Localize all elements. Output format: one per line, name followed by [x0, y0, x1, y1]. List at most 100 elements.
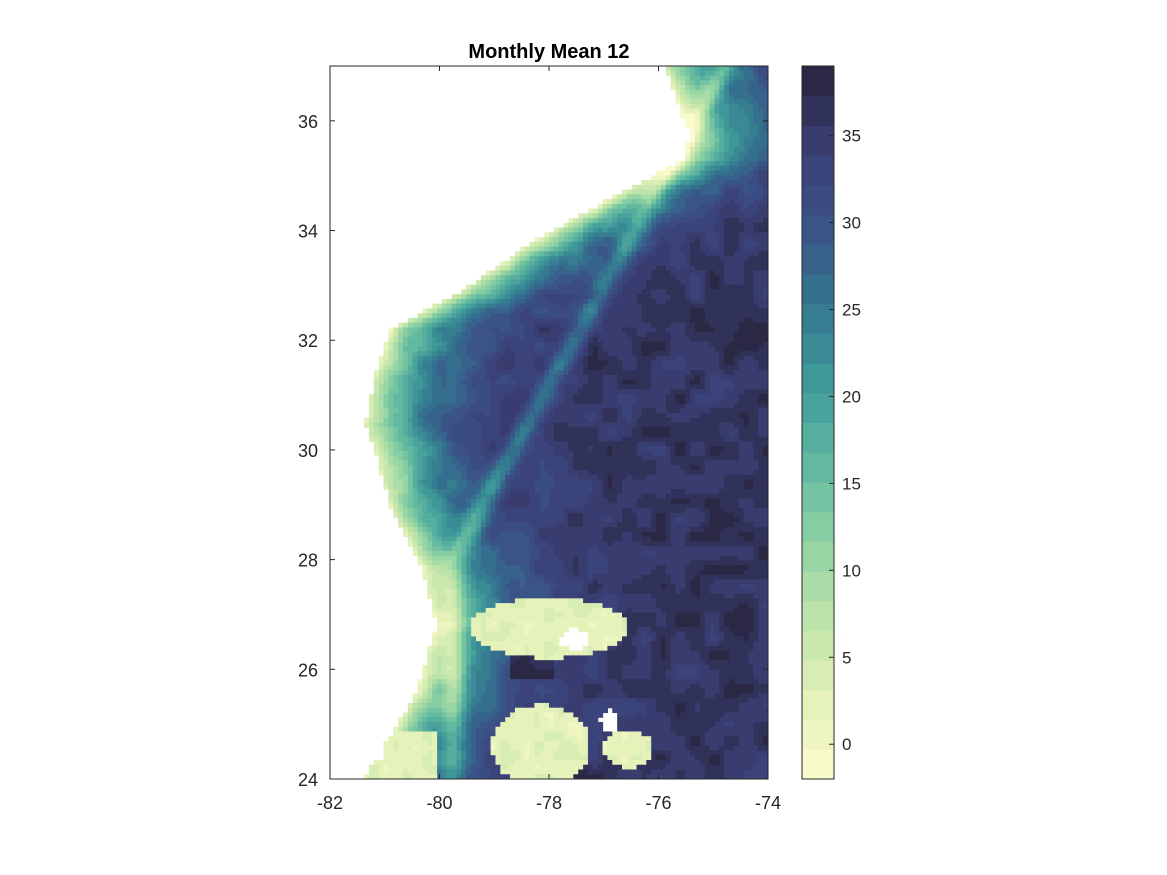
heatmap-cell [412, 441, 419, 447]
heatmap-cell [451, 341, 458, 348]
heatmap-cell [651, 270, 657, 276]
heatmap-cell [485, 484, 492, 490]
heatmap-cell [626, 455, 633, 462]
heatmap-cell [451, 498, 458, 504]
heatmap-cell [695, 355, 701, 362]
heatmap-cell [378, 379, 385, 386]
heatmap-cell [534, 346, 540, 352]
heatmap-cell [529, 493, 535, 500]
heatmap-cell [587, 346, 594, 352]
heatmap-cell [660, 256, 667, 262]
heatmap-cell [466, 417, 472, 424]
heatmap-cell [704, 355, 711, 362]
heatmap-cell [553, 465, 560, 471]
heatmap-cell [617, 384, 623, 390]
heatmap-cell [461, 313, 467, 319]
heatmap-cell [558, 479, 565, 485]
heatmap-cell [524, 484, 531, 490]
heatmap-cell [558, 365, 565, 371]
heatmap-cell [407, 317, 414, 324]
heatmap-cell [724, 298, 730, 305]
heatmap-cell [670, 432, 677, 438]
heatmap-cell [446, 427, 453, 433]
heatmap-cell [578, 493, 584, 500]
heatmap-cell [656, 208, 662, 214]
heatmap-cell [427, 412, 433, 419]
heatmap-cell [441, 336, 448, 343]
heatmap-cell [729, 484, 735, 490]
heatmap-cell [738, 213, 745, 219]
heatmap-cell [626, 222, 633, 229]
heatmap-cell [685, 246, 691, 252]
heatmap-cell [578, 403, 584, 409]
heatmap-cell [592, 412, 599, 419]
heatmap-cell [437, 346, 443, 352]
heatmap-cell [568, 374, 574, 381]
heatmap-cell [763, 246, 768, 252]
heatmap-cell [738, 336, 745, 343]
heatmap-cell [485, 360, 492, 367]
heatmap-cell [602, 455, 608, 462]
heatmap-cell [699, 412, 706, 419]
heatmap-cell [680, 256, 686, 262]
heatmap-cell [690, 184, 696, 191]
heatmap-cell [602, 265, 608, 271]
heatmap-cell [763, 308, 768, 314]
heatmap-cell [378, 360, 385, 367]
heatmap-cell [758, 303, 764, 310]
heatmap-cell [699, 289, 706, 295]
heatmap-cell [485, 317, 492, 324]
heatmap-cell [680, 465, 686, 471]
heatmap-cell [539, 270, 545, 276]
heatmap-cell [641, 417, 647, 424]
heatmap-cell [549, 403, 555, 409]
heatmap-cell [587, 479, 594, 485]
heatmap-cell [544, 289, 550, 295]
heatmap-cell [675, 408, 681, 414]
heatmap-cell [388, 455, 394, 462]
heatmap-cell [587, 213, 594, 219]
heatmap-cell [500, 417, 506, 424]
heatmap-cell [412, 493, 419, 500]
heatmap-cell [514, 417, 521, 424]
heatmap-cell [539, 246, 545, 252]
heatmap-cell [646, 465, 652, 471]
heatmap-cell [753, 213, 759, 219]
heatmap-cell [656, 427, 662, 433]
heatmap-cell [510, 384, 516, 390]
heatmap-cell [563, 232, 570, 238]
heatmap-cell [558, 332, 565, 338]
heatmap-cell [758, 484, 764, 490]
heatmap-cell [573, 451, 579, 457]
heatmap-cell [480, 346, 487, 352]
heatmap-cell [724, 170, 730, 176]
heatmap-cell [724, 451, 730, 457]
heatmap-cell [587, 393, 594, 400]
heatmap-cell [602, 322, 608, 329]
heatmap-cell [704, 137, 711, 143]
heatmap-cell [738, 460, 745, 466]
heatmap-cell [558, 412, 565, 419]
heatmap-cell [651, 199, 657, 205]
heatmap-cell [748, 189, 754, 195]
heatmap-cell [514, 341, 521, 348]
heatmap-cell [612, 465, 618, 471]
heatmap-cell [558, 484, 565, 490]
heatmap-cell [480, 417, 487, 424]
heatmap-cell [656, 393, 662, 400]
heatmap-cell [524, 370, 531, 376]
heatmap-cell [568, 322, 574, 329]
heatmap-cell [544, 265, 550, 271]
heatmap-cell [738, 85, 745, 91]
heatmap-cell [393, 432, 399, 438]
heatmap-cell [714, 227, 720, 233]
heatmap-cell [641, 465, 647, 471]
heatmap-cell [544, 460, 550, 466]
heatmap-cell [675, 484, 681, 490]
heatmap-cell [651, 336, 657, 343]
heatmap-cell [583, 427, 589, 433]
heatmap-cell [602, 417, 608, 424]
heatmap-cell [466, 379, 472, 386]
heatmap-cell [685, 398, 691, 405]
heatmap-cell [738, 70, 745, 77]
